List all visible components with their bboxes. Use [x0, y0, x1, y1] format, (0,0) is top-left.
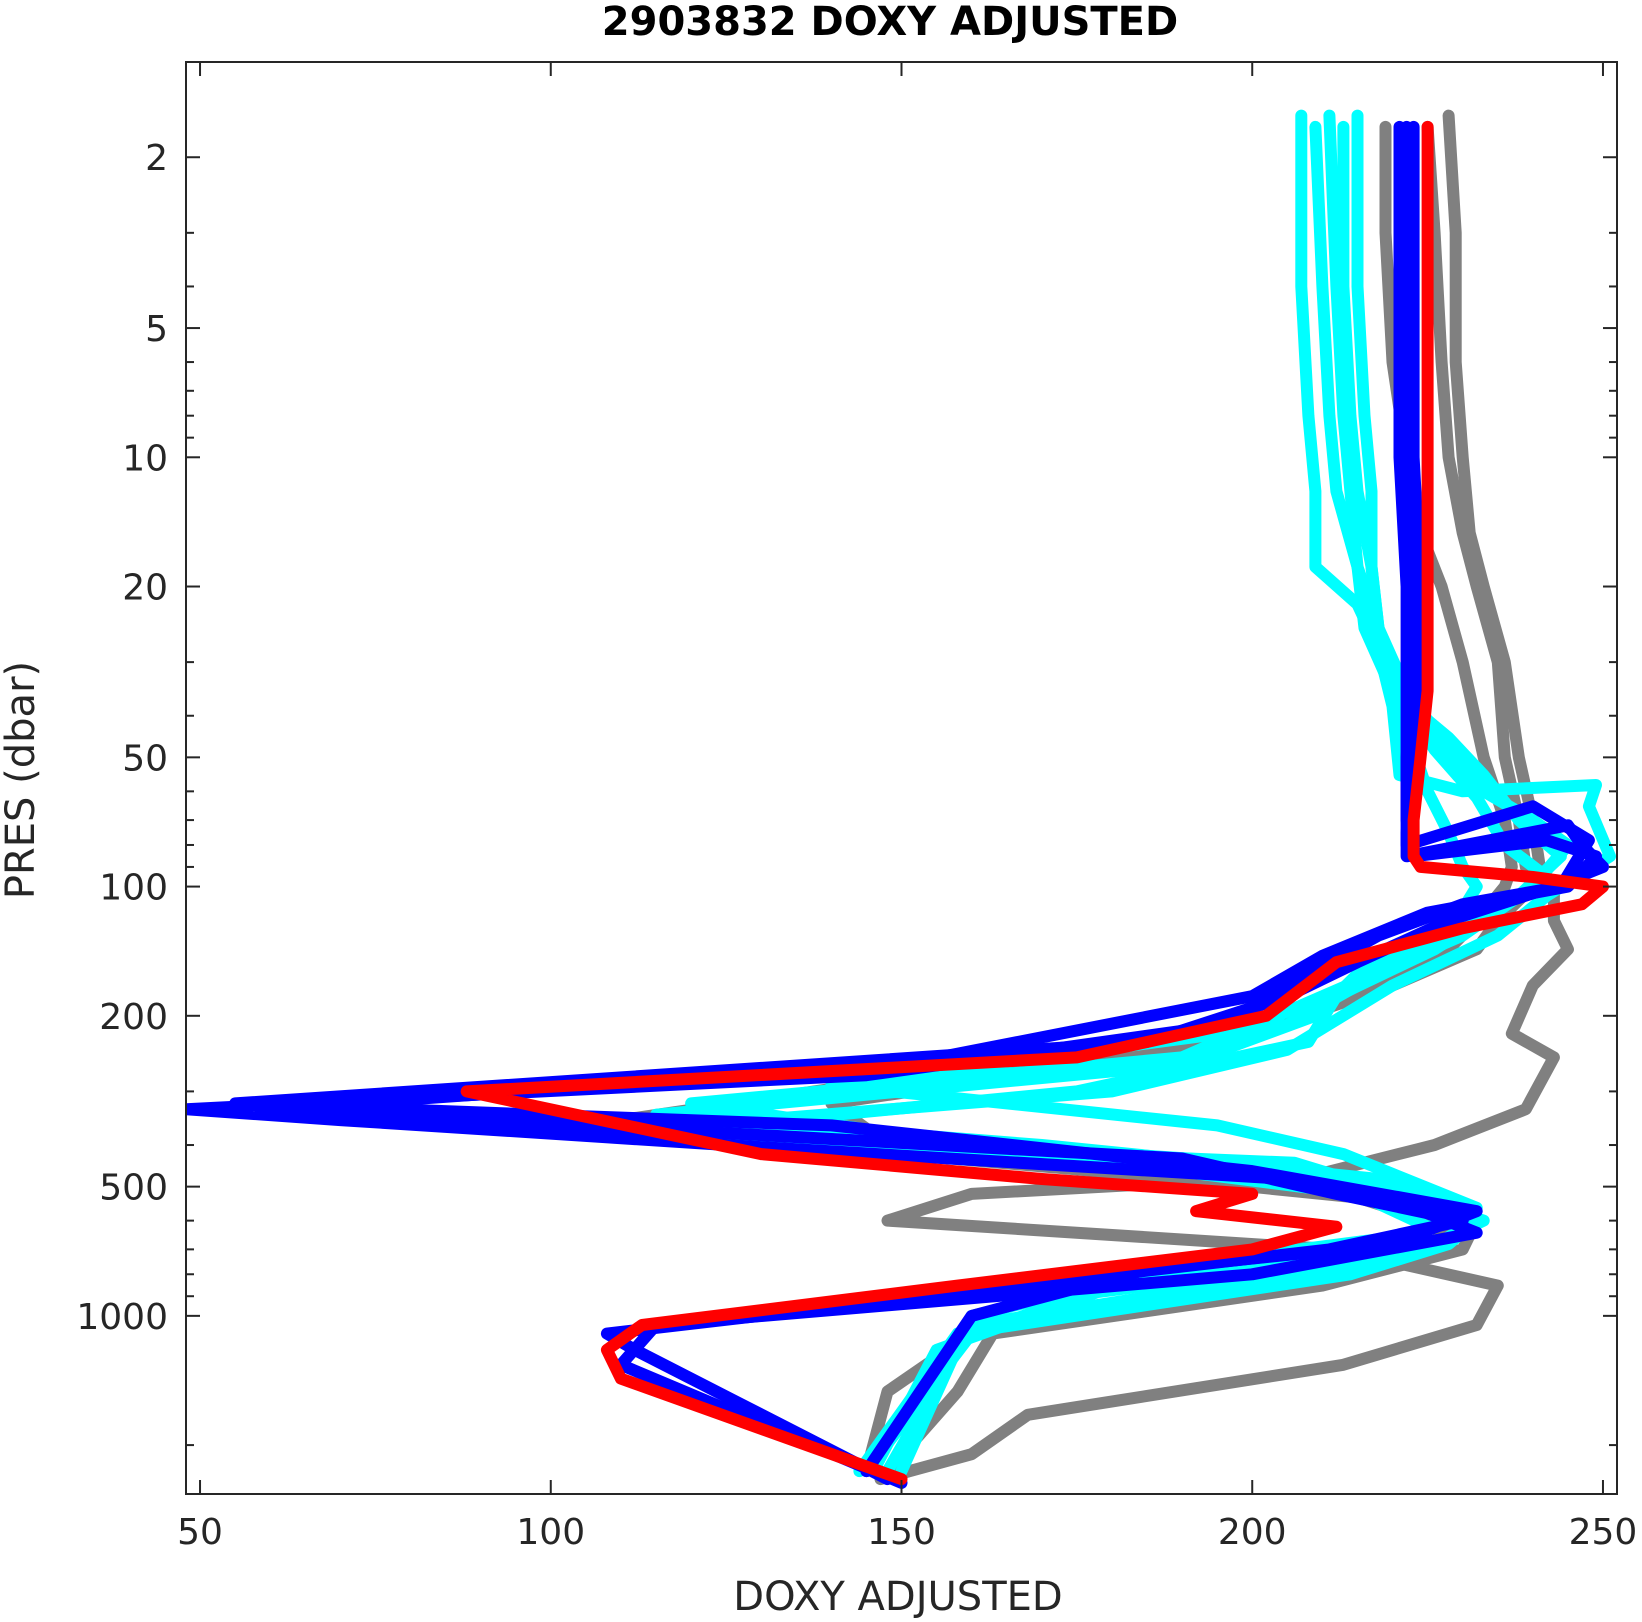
series-layer [186, 109, 1616, 1489]
profile-line-blue-11 [264, 120, 1602, 1486]
y-tick-label: 1000 [76, 1297, 168, 1338]
y-tick-label: 5 [145, 309, 168, 350]
chart-title: 2903832 DOXY ADJUSTED [602, 0, 1178, 45]
profile-line-gray-1 [874, 109, 1574, 1486]
x-tick-label: 150 [867, 1512, 936, 1553]
y-tick-label: 50 [122, 738, 168, 779]
x-tick-label: 100 [516, 1512, 585, 1553]
y-axis-label: PRES (dbar) [0, 661, 44, 899]
y-tick-label: 20 [122, 568, 168, 609]
y-tick-label: 10 [122, 438, 168, 479]
ticks-layer: 50 100 150 200 250 2 5 10 20 50 100 200 500 1000 [76, 62, 1637, 1553]
x-tick-label: 200 [1218, 1512, 1287, 1553]
profile-line-red-12 [460, 120, 1609, 1486]
y-tick-label: 2 [145, 138, 168, 179]
y-tick-label: 500 [99, 1168, 168, 1209]
x-tick-label: 250 [1569, 1512, 1638, 1553]
x-axis-label: DOXY ADJUSTED [733, 1574, 1062, 1620]
x-tick-label: 50 [177, 1512, 223, 1553]
y-tick-label: 100 [99, 868, 168, 909]
plot-area-frame [185, 61, 1618, 1495]
y-tick-label: 200 [99, 997, 168, 1038]
